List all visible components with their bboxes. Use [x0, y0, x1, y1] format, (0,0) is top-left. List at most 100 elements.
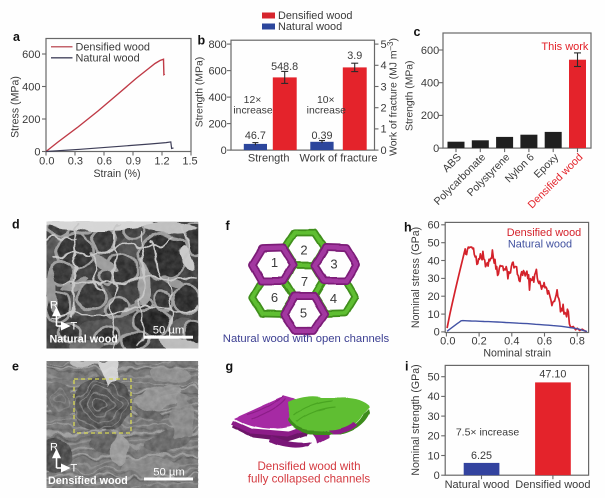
svg-text:R: R	[50, 300, 58, 312]
svg-text:Natural wood: Natural wood	[445, 479, 510, 491]
svg-text:T: T	[71, 321, 78, 333]
svg-text:40: 40	[427, 391, 439, 403]
svg-text:0.6: 0.6	[97, 156, 112, 168]
svg-text:5: 5	[381, 39, 387, 51]
svg-text:Natural wood: Natural wood	[76, 53, 140, 65]
svg-text:3.9: 3.9	[347, 50, 362, 62]
svg-text:0: 0	[221, 145, 227, 157]
svg-text:2: 2	[300, 243, 307, 258]
svg-text:10: 10	[427, 309, 439, 321]
svg-text:Nominal stress (GPa): Nominal stress (GPa)	[410, 227, 422, 328]
svg-text:Densified wood: Densified wood	[76, 42, 150, 54]
svg-text:10: 10	[427, 450, 439, 462]
svg-text:Strain (%): Strain (%)	[93, 168, 140, 180]
svg-text:Densified wood with: Densified wood with	[257, 460, 360, 473]
svg-text:g: g	[226, 360, 234, 374]
svg-text:Densified wood: Densified wood	[515, 479, 590, 491]
svg-text:e: e	[12, 360, 19, 374]
svg-text:7: 7	[301, 274, 308, 289]
svg-text:Nominal strength (GPa): Nominal strength (GPa)	[410, 364, 422, 475]
svg-text:Natural wood: Natural wood	[508, 239, 572, 251]
svg-text:Densified wood: Densified wood	[48, 475, 128, 487]
svg-text:0.0: 0.0	[39, 156, 54, 168]
svg-text:600: 600	[208, 65, 226, 77]
svg-text:800: 800	[208, 39, 226, 51]
svg-text:Strength: Strength	[248, 153, 290, 165]
svg-text:R: R	[50, 442, 58, 454]
svg-text:400: 400	[421, 78, 439, 90]
svg-text:200: 200	[22, 114, 40, 126]
svg-text:1: 1	[381, 124, 387, 136]
svg-text:Work of fracture (MJ m–3): Work of fracture (MJ m–3)	[386, 38, 400, 156]
svg-text:0.39: 0.39	[311, 130, 332, 142]
svg-text:Densified wood: Densified wood	[507, 227, 581, 239]
svg-text:b: b	[198, 34, 206, 48]
svg-text:12×: 12×	[244, 95, 262, 106]
svg-text:600: 600	[22, 49, 40, 61]
svg-text:0: 0	[381, 145, 387, 157]
svg-text:This work: This work	[541, 41, 589, 53]
svg-text:increase: increase	[233, 106, 272, 117]
svg-text:0.9: 0.9	[126, 156, 141, 168]
svg-text:0: 0	[434, 470, 440, 482]
svg-text:i: i	[405, 360, 408, 374]
svg-text:d: d	[12, 218, 20, 232]
svg-text:600: 600	[421, 45, 439, 57]
svg-text:548.8: 548.8	[271, 61, 298, 73]
svg-text:6: 6	[271, 290, 278, 305]
svg-text:increase: increase	[307, 106, 346, 117]
svg-text:0.2: 0.2	[471, 336, 486, 348]
svg-text:Nominal strain: Nominal strain	[483, 348, 551, 360]
svg-text:50: 50	[427, 238, 439, 250]
svg-text:0: 0	[34, 146, 40, 158]
svg-text:Natural wood: Natural wood	[50, 334, 118, 346]
svg-text:50 µm: 50 µm	[153, 466, 185, 478]
svg-text:20: 20	[427, 431, 439, 443]
svg-text:0.0: 0.0	[440, 336, 455, 348]
svg-text:0: 0	[434, 327, 440, 339]
svg-text:0.3: 0.3	[68, 156, 83, 168]
svg-text:c: c	[414, 25, 421, 39]
svg-text:Stress (MPa): Stress (MPa)	[10, 76, 22, 138]
svg-text:7.5× increase: 7.5× increase	[456, 426, 519, 438]
svg-text:50: 50	[427, 372, 439, 384]
svg-text:1: 1	[271, 255, 278, 270]
svg-text:46.7: 46.7	[245, 130, 266, 142]
svg-text:1.2: 1.2	[154, 156, 169, 168]
svg-text:20: 20	[427, 291, 439, 303]
svg-text:400: 400	[22, 81, 40, 93]
svg-text:f: f	[226, 219, 231, 233]
svg-text:0.4: 0.4	[504, 336, 519, 348]
svg-text:40: 40	[427, 255, 439, 267]
svg-text:0: 0	[433, 143, 439, 155]
svg-text:200: 200	[421, 110, 439, 122]
svg-text:3: 3	[381, 81, 387, 93]
svg-text:0.6: 0.6	[537, 336, 552, 348]
svg-text:Natural wood with open channel: Natural wood with open channels	[223, 333, 390, 345]
svg-text:30: 30	[427, 273, 439, 285]
svg-text:10×: 10×	[317, 95, 335, 106]
svg-text:4: 4	[381, 60, 387, 72]
svg-text:h: h	[404, 221, 412, 235]
svg-text:6.25: 6.25	[471, 450, 492, 462]
svg-text:0.8: 0.8	[570, 336, 585, 348]
svg-text:2: 2	[381, 103, 387, 115]
svg-text:400: 400	[208, 92, 226, 104]
svg-text:Natural wood: Natural wood	[278, 21, 342, 33]
svg-text:Work of fracture: Work of fracture	[299, 153, 377, 165]
svg-text:3: 3	[330, 257, 337, 272]
svg-text:a: a	[13, 30, 21, 44]
svg-text:60: 60	[427, 220, 439, 232]
svg-text:T: T	[71, 463, 78, 475]
svg-text:30: 30	[427, 411, 439, 423]
svg-text:1.5: 1.5	[182, 156, 197, 168]
svg-text:fully collapsed channels: fully collapsed channels	[248, 473, 371, 486]
svg-text:4: 4	[330, 291, 337, 306]
svg-text:Densified wood: Densified wood	[278, 10, 352, 22]
svg-text:Strength (MPa): Strength (MPa)	[195, 57, 206, 127]
svg-text:200: 200	[208, 118, 226, 130]
svg-text:Strength (MPa): Strength (MPa)	[404, 60, 415, 130]
svg-text:50 µm: 50 µm	[153, 325, 185, 337]
svg-text:5: 5	[300, 306, 307, 321]
svg-text:47.10: 47.10	[539, 368, 566, 380]
